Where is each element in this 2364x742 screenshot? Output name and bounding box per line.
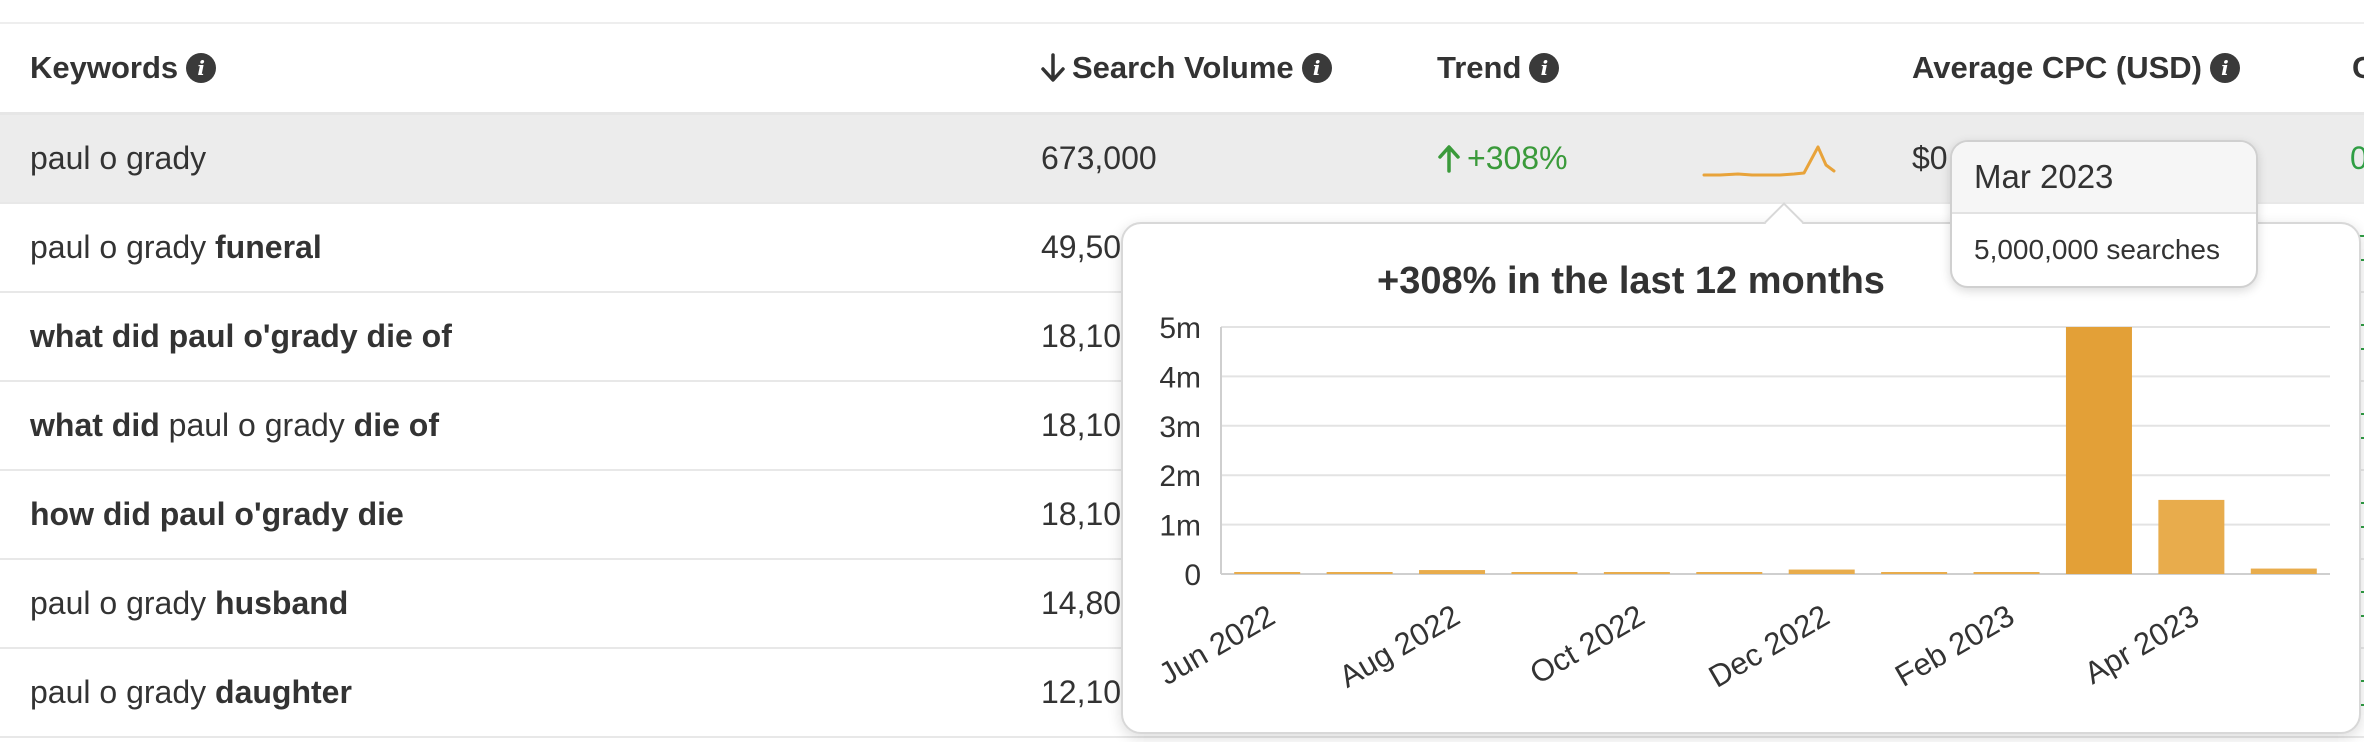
column-header-trend[interactable]: Trend i (1437, 24, 1560, 112)
keyword-cell[interactable]: paul o grady funeral (30, 204, 322, 291)
search-volume-cell: 673,000 (1041, 140, 1157, 176)
tooltip-value: 5,000,000 searches (1974, 234, 2220, 265)
table-header: Keywords i Search Volume i Trend i Avera… (0, 24, 2364, 115)
arrow-up-icon (1438, 144, 1460, 173)
column-header-label: Search Volume (1072, 50, 1294, 85)
search-volume-cell: 14,80 (1041, 585, 1122, 621)
column-header-label: C (2352, 50, 2364, 85)
keyword-text: how did paul o'grady die (30, 496, 404, 532)
column-header-label: Keywords (30, 50, 179, 85)
keyword-text: daughter (215, 674, 352, 710)
top-divider (0, 0, 2364, 24)
column-header-average-cpc[interactable]: Average CPC (USD) i (1912, 24, 2240, 112)
column-header-search-volume[interactable]: Search Volume i (1040, 24, 1332, 112)
keyword-text: paul o grady (30, 229, 216, 265)
keyword-text: husband (215, 585, 349, 621)
keyword-cell[interactable]: paul o grady daughter (30, 649, 352, 736)
keyword-text: paul o grady (30, 585, 216, 621)
info-icon[interactable]: i (1529, 53, 1560, 83)
info-icon[interactable]: i (1301, 53, 1332, 83)
trend-sparkline[interactable] (1700, 135, 1840, 185)
info-icon[interactable]: i (2209, 53, 2240, 83)
cpc-cell: $0 (1912, 140, 1948, 176)
competition-cell: 0 (2350, 140, 2364, 176)
chart-tooltip: Mar 2023 5,000,000 searches (1950, 140, 2258, 288)
keyword-text: what did (30, 407, 160, 443)
keyword-cell[interactable]: paul o grady husband (30, 560, 348, 647)
column-header-label: Trend (1437, 50, 1522, 85)
column-header-label: Average CPC (USD) (1912, 50, 2202, 85)
keyword-text: what did paul o'grady die of (30, 318, 452, 354)
trend-percent: +308% (1467, 140, 1568, 176)
info-icon[interactable]: i (186, 53, 217, 83)
keyword-text: die of (353, 407, 439, 443)
keyword-cell[interactable]: what did paul o'grady die of (30, 293, 452, 380)
column-header-keywords[interactable]: Keywords i (30, 24, 217, 112)
trend-change-cell: +308% (1437, 115, 1568, 202)
popover-title: +308% in the last 12 months (1377, 260, 1885, 302)
arrow-down-icon (1041, 53, 1065, 82)
column-header-competition[interactable]: C (2352, 24, 2364, 112)
keyword-cell[interactable]: what did paul o grady die of (30, 382, 439, 469)
keyword-cell[interactable]: how did paul o'grady die (30, 471, 404, 558)
keyword-text: paul o grady (30, 140, 207, 176)
keyword-text: paul o grady (30, 674, 216, 710)
keyword-cell[interactable]: paul o grady (30, 115, 206, 202)
search-volume-cell: 49,50 (1041, 229, 1122, 265)
trend-chart-popover: +308% in the last 12 months (1121, 222, 2361, 734)
keyword-text: paul o grady (159, 407, 354, 443)
tooltip-month: Mar 2023 (1952, 142, 2256, 214)
keyword-text: funeral (215, 229, 322, 265)
